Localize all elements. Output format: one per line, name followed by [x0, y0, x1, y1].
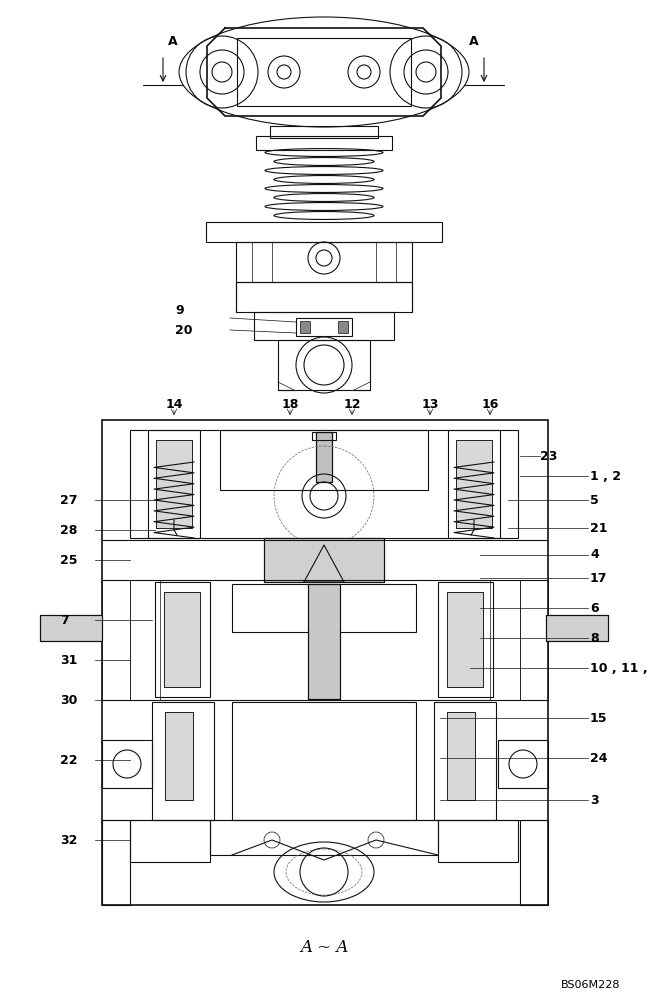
- Bar: [130, 580, 160, 700]
- Bar: [296, 318, 352, 336]
- Text: 25: 25: [60, 554, 78, 566]
- Bar: [264, 538, 384, 582]
- Text: 21: 21: [590, 522, 608, 534]
- Bar: [164, 592, 200, 687]
- Bar: [102, 820, 130, 905]
- Bar: [456, 440, 492, 528]
- Bar: [448, 430, 500, 538]
- Bar: [156, 440, 192, 528]
- Text: 20: 20: [175, 324, 192, 336]
- Text: 14: 14: [165, 397, 183, 410]
- Text: A: A: [168, 35, 178, 48]
- Text: 30: 30: [60, 694, 77, 706]
- Bar: [498, 740, 548, 788]
- Bar: [316, 432, 332, 482]
- Bar: [490, 580, 520, 700]
- Bar: [438, 820, 518, 862]
- Text: 8: 8: [590, 632, 599, 645]
- Text: 16: 16: [481, 397, 499, 410]
- Bar: [130, 430, 518, 538]
- Bar: [232, 702, 416, 820]
- Bar: [152, 702, 214, 820]
- Bar: [278, 340, 370, 390]
- Bar: [546, 615, 608, 641]
- Bar: [164, 592, 200, 687]
- Bar: [447, 592, 483, 687]
- Text: 24: 24: [590, 752, 608, 764]
- Bar: [102, 420, 548, 905]
- Bar: [40, 615, 102, 641]
- Text: 13: 13: [421, 397, 439, 410]
- Bar: [206, 222, 442, 242]
- Text: 23: 23: [540, 450, 557, 462]
- Text: 12: 12: [343, 397, 361, 410]
- Bar: [438, 582, 493, 697]
- Text: 1 , 2: 1 , 2: [590, 470, 621, 483]
- Bar: [252, 242, 272, 282]
- Text: 32: 32: [60, 834, 77, 846]
- Text: 6: 6: [590, 601, 599, 614]
- Text: A ~ A: A ~ A: [300, 940, 348, 956]
- Bar: [520, 820, 548, 905]
- Text: 15: 15: [590, 712, 608, 724]
- Text: 4: 4: [590, 548, 599, 562]
- Bar: [220, 430, 428, 490]
- Text: 27: 27: [60, 493, 78, 506]
- Bar: [546, 615, 608, 641]
- Text: 5: 5: [590, 493, 599, 506]
- Bar: [456, 440, 492, 528]
- Bar: [165, 712, 193, 800]
- Bar: [308, 584, 340, 699]
- Text: 17: 17: [590, 572, 608, 584]
- Bar: [338, 321, 348, 333]
- Bar: [520, 580, 548, 700]
- Text: 10 , 11 , 19: 10 , 11 , 19: [590, 662, 648, 674]
- Bar: [236, 282, 412, 312]
- Bar: [300, 321, 310, 333]
- Bar: [232, 584, 416, 632]
- Text: 7: 7: [60, 613, 69, 626]
- Bar: [130, 820, 210, 862]
- Text: 18: 18: [281, 397, 299, 410]
- Text: BS06M228: BS06M228: [561, 980, 620, 990]
- Bar: [376, 242, 396, 282]
- Bar: [447, 592, 483, 687]
- Bar: [264, 538, 384, 582]
- Text: 28: 28: [60, 524, 77, 536]
- Text: 22: 22: [60, 754, 78, 766]
- Bar: [434, 702, 496, 820]
- Bar: [447, 712, 475, 800]
- Bar: [155, 582, 210, 697]
- Bar: [254, 312, 394, 340]
- Bar: [102, 740, 152, 788]
- Bar: [447, 712, 475, 800]
- Bar: [156, 440, 192, 528]
- Text: 31: 31: [60, 654, 77, 666]
- Bar: [102, 580, 130, 700]
- Text: A: A: [469, 35, 479, 48]
- Bar: [40, 615, 102, 641]
- Bar: [270, 126, 378, 138]
- Bar: [165, 712, 193, 800]
- Bar: [237, 38, 411, 106]
- Bar: [256, 136, 392, 150]
- Bar: [316, 432, 332, 482]
- Bar: [236, 242, 412, 282]
- Text: 9: 9: [175, 304, 183, 316]
- Text: 3: 3: [590, 794, 599, 806]
- Bar: [148, 430, 200, 538]
- Bar: [308, 584, 340, 699]
- Bar: [210, 820, 438, 855]
- Bar: [312, 432, 336, 440]
